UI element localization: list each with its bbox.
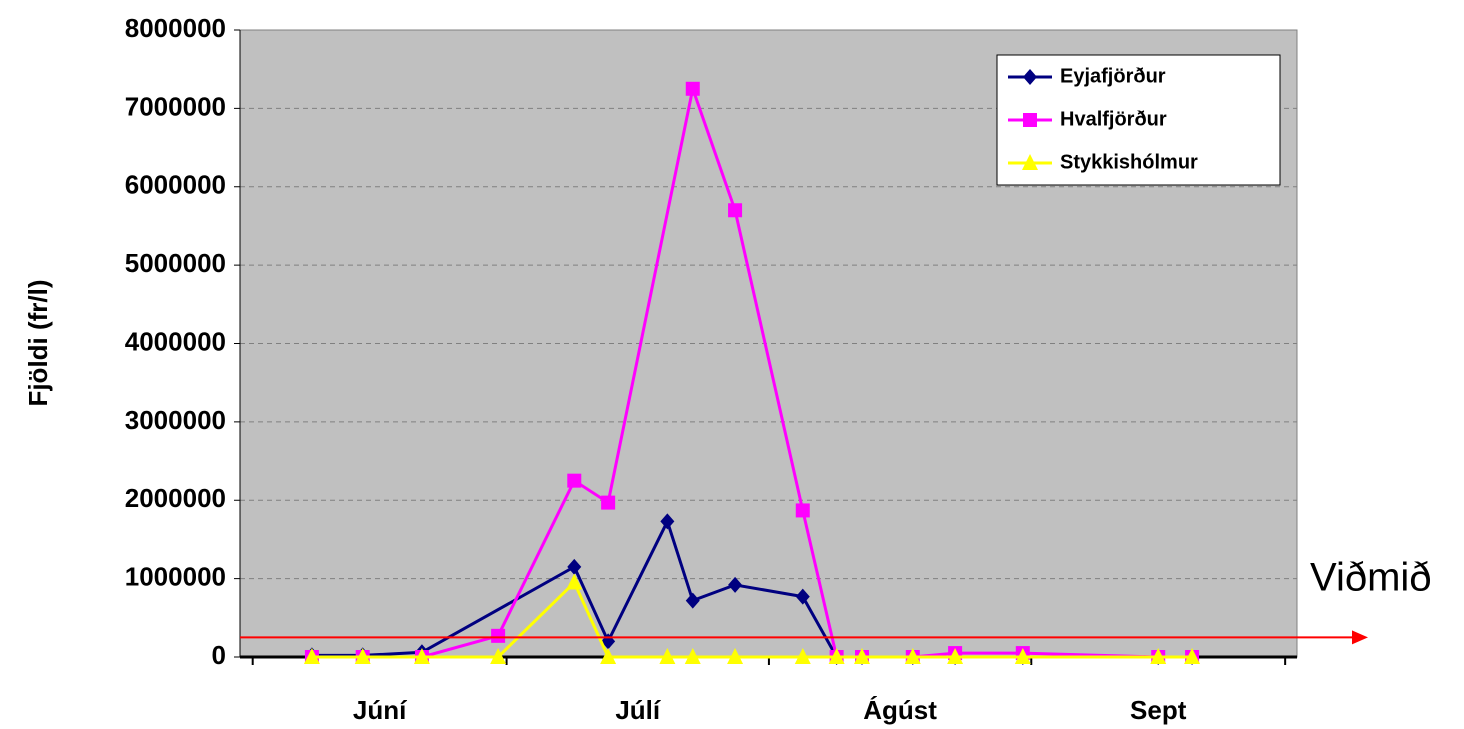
x-tick-label: Júlí	[615, 695, 661, 725]
data-point	[795, 588, 810, 605]
data-point	[685, 592, 700, 609]
y-tick-label: 5000000	[125, 248, 226, 278]
legend-label: Eyjafjörður	[1060, 65, 1166, 87]
y-tick-label: 3000000	[125, 405, 226, 435]
data-point	[794, 648, 811, 664]
data-point	[567, 558, 582, 575]
x-tick-label: Ágúst	[863, 695, 937, 725]
data-point	[491, 628, 506, 643]
data-point	[600, 648, 617, 664]
data-point	[1150, 648, 1167, 664]
data-point	[1184, 648, 1201, 664]
data-point	[904, 648, 921, 664]
y-tick-label: 2000000	[125, 483, 226, 513]
reference-label: Viðmið	[1310, 556, 1432, 600]
data-point	[685, 81, 700, 96]
series-line	[311, 83, 1193, 659]
legend-marker	[1022, 154, 1038, 170]
y-tick-label: 8000000	[125, 13, 226, 43]
data-point	[303, 648, 320, 664]
y-axis-label: Fjöldi (fr/l)	[23, 279, 53, 406]
data-point	[828, 648, 845, 664]
y-tick-label: 1000000	[125, 562, 226, 592]
data-point	[947, 648, 964, 664]
data-point	[413, 648, 430, 664]
legend-label: Hvalfjörður	[1060, 108, 1167, 130]
data-point	[354, 648, 371, 664]
data-point	[728, 203, 743, 218]
data-point	[684, 648, 701, 664]
data-point	[566, 573, 583, 590]
x-tick-label: Júní	[353, 695, 407, 725]
data-point	[490, 648, 507, 664]
y-tick-label: 7000000	[125, 91, 226, 121]
legend-marker	[1023, 69, 1037, 85]
data-point	[659, 648, 676, 664]
data-point	[567, 473, 582, 488]
data-point	[728, 576, 743, 593]
legend-label: Stykkishólmur	[1060, 151, 1198, 173]
legend-marker	[1023, 113, 1037, 127]
data-point	[601, 495, 616, 510]
y-tick-label: 6000000	[125, 170, 226, 200]
data-point	[795, 503, 810, 518]
y-tick-label: 4000000	[125, 326, 226, 356]
data-point	[660, 513, 675, 530]
y-tick-label: 0	[212, 640, 226, 670]
data-point	[1014, 648, 1031, 664]
data-point	[854, 648, 871, 664]
x-tick-label: Sept	[1130, 695, 1187, 725]
data-point	[727, 648, 744, 664]
reference-arrow	[1352, 630, 1368, 645]
